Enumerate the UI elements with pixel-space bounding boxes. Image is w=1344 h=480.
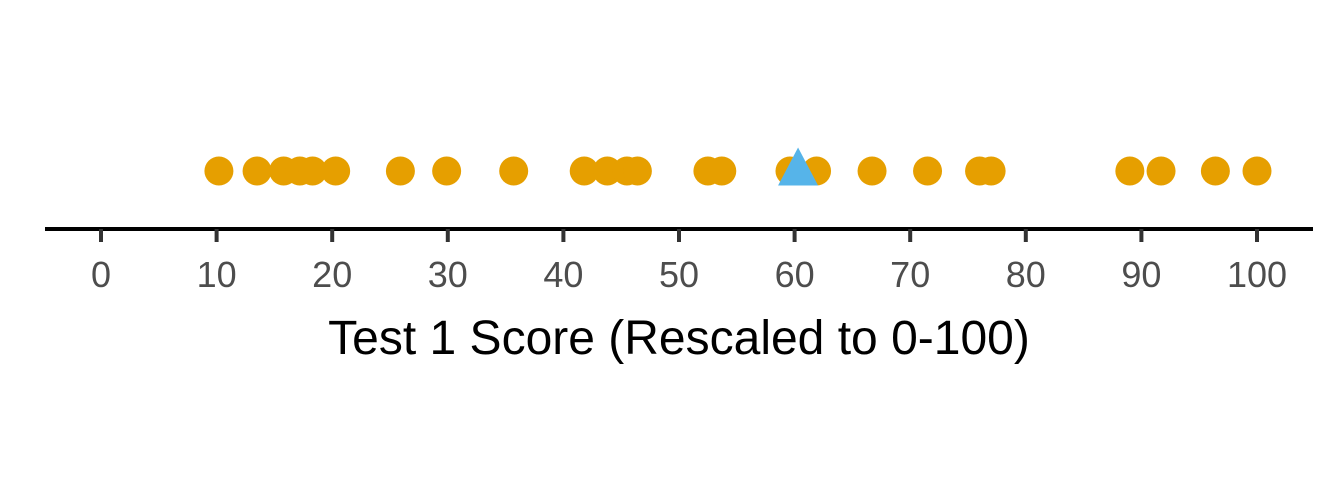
x-tick-label: 100	[1227, 254, 1287, 295]
x-tick-label: 20	[312, 254, 352, 295]
x-tick-label: 40	[543, 254, 583, 295]
data-point	[242, 156, 272, 186]
x-tick-label: 10	[197, 254, 237, 295]
x-tick-label: 70	[890, 254, 930, 295]
x-tick-label: 30	[428, 254, 468, 295]
data-point	[1242, 156, 1272, 186]
data-point	[385, 156, 415, 186]
points-layer	[204, 147, 1272, 186]
x-axis-ticks: 0 10 20 30 40 50 60 70 80 90 100	[91, 229, 1287, 295]
data-point	[976, 156, 1006, 186]
data-point	[707, 156, 737, 186]
data-point	[1146, 156, 1176, 186]
x-tick-label: 0	[91, 254, 111, 295]
data-point	[569, 156, 599, 186]
data-point	[622, 156, 652, 186]
data-point	[1200, 156, 1230, 186]
x-tick-label: 50	[659, 254, 699, 295]
data-point	[204, 156, 234, 186]
data-point	[321, 156, 351, 186]
x-tick-label: 90	[1121, 254, 1161, 295]
data-point	[857, 156, 887, 186]
x-tick-label: 80	[1006, 254, 1046, 295]
data-point	[1115, 156, 1145, 186]
data-point	[432, 156, 462, 186]
data-point	[499, 156, 529, 186]
data-point	[298, 156, 328, 186]
data-point	[913, 156, 943, 186]
data-point-triangle	[778, 147, 819, 186]
x-tick-label: 60	[775, 254, 815, 295]
x-axis-title: Test 1 Score (Rescaled to 0-100)	[328, 312, 1030, 365]
